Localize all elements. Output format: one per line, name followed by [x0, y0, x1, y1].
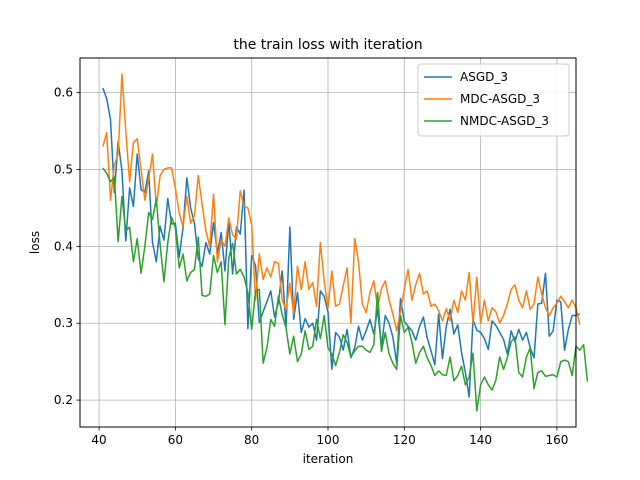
x-tick-label: 140	[469, 433, 492, 447]
chart-title: the train loss with iteration	[233, 37, 422, 53]
x-axis-label: iteration	[303, 452, 354, 466]
legend-label-mdc-asgd-3: MDC-ASGD_3	[460, 92, 540, 106]
series-line-nmdc-asgd-3	[102, 167, 589, 412]
x-tick-label: 60	[168, 433, 183, 447]
series-line-mdc-asgd-3	[102, 73, 581, 332]
x-tick-label: 40	[91, 433, 106, 447]
series-lines	[102, 73, 589, 412]
legend-label-asgd-3: ASGD_3	[460, 70, 508, 84]
y-tick-label: 0.6	[54, 86, 73, 100]
legend: ASGD_3 MDC-ASGD_3 NMDC-ASGD_3	[417, 63, 570, 137]
y-tick-label: 0.5	[54, 162, 73, 176]
legend-box	[417, 63, 570, 137]
legend-label-nmdc-asgd-3: NMDC-ASGD_3	[460, 114, 549, 128]
axis-ticks: 40 60 80 100 120 140 160 0.2 0.3 0.4 0.5 0.6	[54, 86, 568, 447]
y-axis-label: loss	[28, 231, 42, 254]
x-tick-label: 80	[244, 433, 259, 447]
y-tick-label: 0.3	[54, 316, 73, 330]
x-tick-label: 160	[545, 433, 568, 447]
y-tick-label: 0.4	[54, 239, 73, 253]
y-tick-label: 0.2	[54, 393, 73, 407]
x-tick-label: 100	[317, 433, 340, 447]
grid-lines	[80, 58, 576, 427]
x-tick-label: 120	[393, 433, 416, 447]
